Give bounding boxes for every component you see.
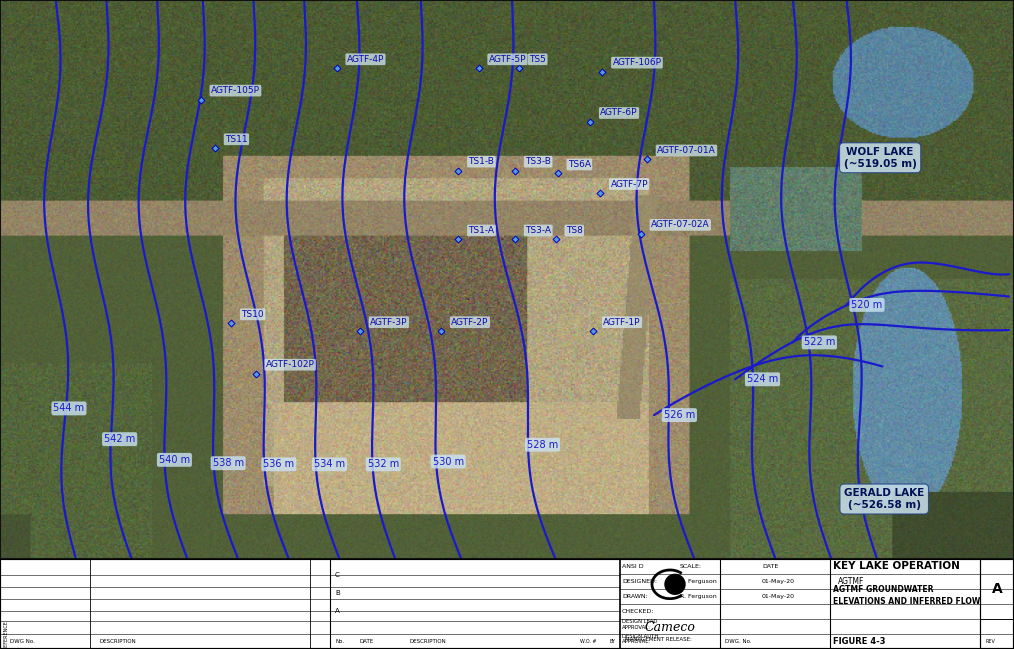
- Text: A: A: [992, 582, 1003, 596]
- Text: AGTF-7P: AGTF-7P: [610, 180, 648, 188]
- Text: DESIGNED:: DESIGNED:: [622, 579, 657, 584]
- Text: DWG No.: DWG No.: [10, 639, 34, 644]
- Text: REF REFERENCE: REF REFERENCE: [4, 621, 9, 649]
- Text: W.O. #: W.O. #: [580, 639, 596, 644]
- Text: FIGURE 4-3: FIGURE 4-3: [832, 637, 885, 646]
- Text: 524 m: 524 m: [747, 374, 778, 384]
- Text: BY: BY: [610, 639, 617, 644]
- Text: AGTF-1P: AGTF-1P: [603, 318, 641, 326]
- Text: B: B: [335, 591, 340, 596]
- Text: DATE: DATE: [762, 564, 779, 569]
- Text: C: C: [335, 572, 340, 578]
- Text: 542 m: 542 m: [104, 434, 135, 444]
- Text: 538 m: 538 m: [213, 458, 243, 468]
- Text: DWG. No.: DWG. No.: [725, 639, 751, 644]
- Text: 544 m: 544 m: [54, 404, 84, 413]
- Text: DESCRIPTION: DESCRIPTION: [410, 639, 447, 644]
- Text: AGTMF: AGTMF: [838, 577, 864, 586]
- Text: AGTF-07-01A: AGTF-07-01A: [657, 146, 716, 155]
- Text: MANAGEMENT RELEASE:: MANAGEMENT RELEASE:: [625, 637, 692, 642]
- Text: No.: No.: [335, 639, 344, 644]
- Text: DESIGN AUTH.
APPROVAL:: DESIGN AUTH. APPROVAL:: [622, 633, 660, 644]
- Text: R. Ferguson: R. Ferguson: [680, 594, 717, 599]
- Text: 522 m: 522 m: [804, 337, 835, 347]
- Text: AGTMF GROUNDWATER: AGTMF GROUNDWATER: [832, 585, 934, 594]
- Text: 530 m: 530 m: [433, 456, 463, 467]
- Text: AGTF-5P: AGTF-5P: [489, 55, 526, 64]
- Text: TS3-B: TS3-B: [525, 157, 552, 166]
- Text: AGTF-102P: AGTF-102P: [266, 360, 314, 369]
- Text: R. Ferguson: R. Ferguson: [680, 579, 717, 584]
- Text: DATE: DATE: [360, 639, 374, 644]
- Text: SCALE:: SCALE:: [680, 564, 702, 569]
- Text: TS6A: TS6A: [568, 160, 591, 169]
- Text: 536 m: 536 m: [264, 459, 294, 469]
- Text: AGTF-07-02A: AGTF-07-02A: [651, 221, 710, 229]
- Text: DRAWN:: DRAWN:: [622, 594, 648, 599]
- Text: TS8: TS8: [566, 226, 583, 235]
- Text: GERALD LAKE
(~526.58 m): GERALD LAKE (~526.58 m): [844, 488, 925, 510]
- Text: 01-May-20: 01-May-20: [762, 579, 795, 584]
- Text: WOLF LAKE
(~519.05 m): WOLF LAKE (~519.05 m): [844, 147, 917, 169]
- Text: 01-May-20: 01-May-20: [762, 594, 795, 599]
- Circle shape: [665, 574, 685, 594]
- Text: AGTF-106P: AGTF-106P: [612, 58, 661, 67]
- Text: TS3-A: TS3-A: [525, 226, 552, 235]
- Text: AGTF-105P: AGTF-105P: [211, 86, 260, 95]
- Text: DESIGN LEAD
APPROVAL:: DESIGN LEAD APPROVAL:: [622, 618, 657, 630]
- Text: 520 m: 520 m: [852, 300, 882, 310]
- Text: DESCRIPTION: DESCRIPTION: [100, 639, 137, 644]
- Text: 528 m: 528 m: [527, 440, 558, 450]
- Text: ELEVATIONS AND INFERRED FLOW: ELEVATIONS AND INFERRED FLOW: [832, 596, 981, 606]
- Text: 534 m: 534 m: [314, 459, 345, 469]
- Text: 526 m: 526 m: [664, 410, 695, 420]
- Text: TS10: TS10: [241, 310, 264, 319]
- Text: AGTF-2P: AGTF-2P: [451, 318, 489, 326]
- Text: KEY LAKE OPERATION: KEY LAKE OPERATION: [832, 561, 960, 571]
- Text: 532 m: 532 m: [368, 459, 399, 469]
- Text: ANSI D: ANSI D: [622, 564, 644, 569]
- Text: Cameco: Cameco: [645, 620, 696, 633]
- Text: TS1-A: TS1-A: [468, 226, 495, 235]
- Text: A: A: [335, 608, 340, 614]
- Text: AGTF-6P: AGTF-6P: [600, 108, 638, 117]
- Text: AGTF-4P: AGTF-4P: [347, 55, 384, 64]
- Text: TS5: TS5: [529, 55, 547, 64]
- Text: TS1-B: TS1-B: [468, 157, 495, 166]
- Text: TS11: TS11: [225, 135, 247, 144]
- Text: CHECKED:: CHECKED:: [622, 609, 654, 614]
- Text: AGTF-3P: AGTF-3P: [370, 318, 408, 326]
- Text: REV: REV: [985, 639, 995, 644]
- Text: 540 m: 540 m: [159, 455, 190, 465]
